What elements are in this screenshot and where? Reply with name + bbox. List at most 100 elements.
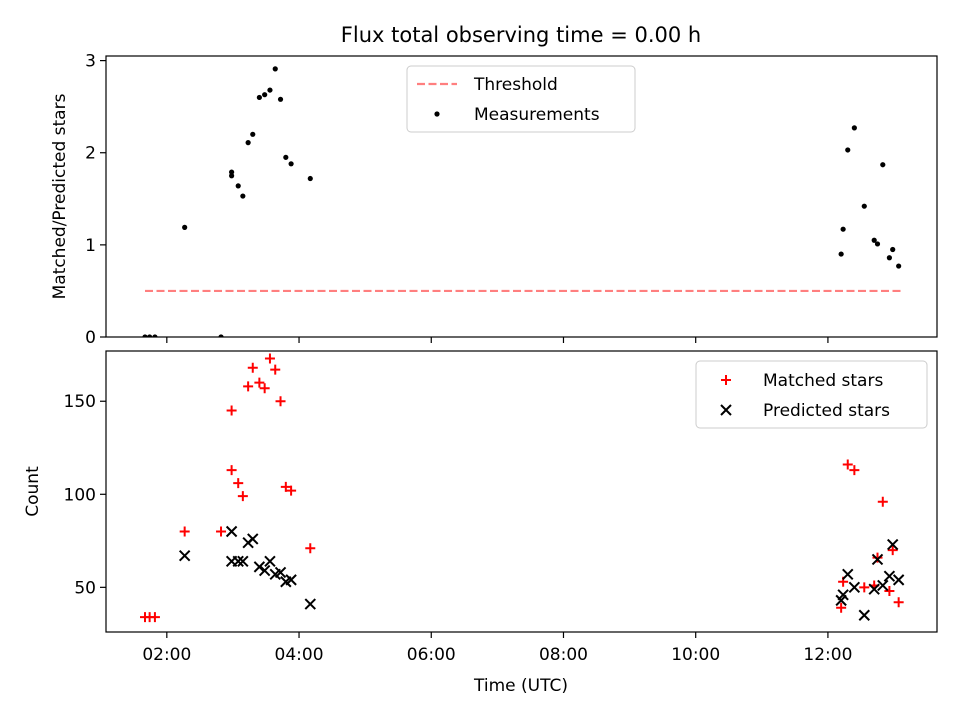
ratio-panel: 0 1 2 3 Matched/Predicted stars Threshold Meas…	[50, 52, 938, 348]
matched-point	[179, 526, 190, 537]
y-tick-label: 0	[85, 328, 96, 348]
measurement-point	[880, 162, 886, 168]
matched-point	[226, 465, 237, 476]
measurement-point	[272, 66, 278, 72]
matched-point	[243, 381, 254, 392]
matched-point	[247, 362, 258, 373]
predicted-point	[225, 525, 238, 538]
measurement-point	[890, 246, 896, 253]
predicted-point	[858, 609, 870, 621]
panel-frame	[105, 350, 938, 633]
measurement-point	[307, 175, 313, 182]
matched-point	[149, 612, 160, 623]
x-tick-label: 08:00	[539, 645, 588, 665]
predicted-point	[258, 564, 271, 577]
matched-point	[842, 459, 853, 470]
x-tick-label: 02:00	[142, 645, 191, 665]
matched-point	[893, 597, 904, 608]
predicted-point	[264, 555, 276, 567]
predicted-point	[285, 574, 297, 586]
series-measurements	[142, 66, 902, 337]
matched-point	[259, 383, 270, 394]
predicted-point	[274, 566, 287, 579]
matched-point	[887, 545, 898, 556]
legend-predicted-label: Predicted stars	[763, 401, 890, 421]
legend-threshold-label: Threshold	[473, 75, 558, 95]
matched-point	[884, 586, 895, 597]
matched-point	[233, 478, 244, 489]
count-panel: 50 100 150 02:00 04:00 06:00 08:00 10:00 12:00 Co…	[23, 350, 938, 665]
series-matched-stars	[140, 353, 904, 623]
predicted-point	[886, 538, 899, 551]
predicted-point	[304, 598, 316, 610]
legend-bottom: Matched stars Predicted stars	[695, 360, 928, 429]
predicted-point	[892, 574, 905, 586]
measurement-point	[838, 251, 844, 257]
legend-matched-swatch	[721, 375, 731, 385]
measurement-point	[218, 334, 224, 337]
y-tick-label: 1	[85, 236, 96, 256]
predicted-point	[871, 553, 884, 566]
plot-area	[142, 66, 902, 337]
measurement-point	[235, 183, 241, 189]
matched-point	[254, 377, 265, 388]
y-tick-label: 50	[74, 578, 96, 598]
matched-point	[237, 491, 248, 502]
legend-measurements-label: Measurements	[474, 105, 600, 125]
measurement-point	[874, 241, 881, 247]
legend-predicted-swatch	[720, 404, 732, 416]
matched-point	[872, 552, 883, 563]
predicted-point	[247, 533, 259, 545]
x-tick-label: 06:00	[407, 645, 456, 665]
measurement-point	[240, 193, 246, 199]
predicted-point	[877, 579, 889, 592]
predicted-point	[848, 581, 861, 594]
measurement-point	[152, 334, 158, 337]
predicted-point	[237, 555, 249, 567]
measurement-point	[851, 125, 857, 131]
matched-point	[849, 465, 860, 476]
y-tick-label: 2	[85, 144, 96, 164]
predicted-point	[232, 555, 244, 567]
predicted-point	[178, 549, 191, 562]
predicted-point	[842, 568, 854, 581]
measurement-point	[288, 161, 294, 167]
y-tick-label: 100	[64, 485, 96, 505]
legend-frame	[406, 65, 636, 133]
legend-measurements-swatch	[434, 111, 440, 117]
predicted-point	[868, 583, 880, 595]
matched-point	[226, 405, 237, 416]
y-axis-label: Matched/Predicted stars	[50, 93, 70, 299]
y-tick-label: 150	[64, 392, 96, 412]
matched-point	[270, 364, 281, 375]
matched-point	[275, 396, 286, 407]
matched-point	[286, 485, 297, 496]
measurement-point	[840, 226, 846, 232]
measurement-point	[250, 131, 256, 137]
predicted-point	[883, 570, 896, 582]
measurement-point	[845, 147, 851, 153]
panel-frame	[105, 55, 938, 338]
measurement-point	[262, 92, 268, 98]
measurement-point	[229, 169, 235, 175]
measurement-point	[861, 203, 867, 209]
matched-point	[305, 543, 316, 554]
measurement-point	[886, 255, 893, 261]
y-tick-label: 3	[85, 52, 96, 72]
predicted-point	[253, 561, 266, 573]
measurement-point	[277, 96, 284, 102]
measurement-point	[147, 334, 153, 337]
legend-top: Threshold Measurements	[406, 65, 636, 133]
matched-point	[216, 526, 227, 537]
matched-point	[859, 582, 870, 593]
measurement-point	[267, 87, 273, 93]
matched-point	[877, 496, 888, 507]
measurement-point	[256, 94, 262, 101]
x-tick-label: 12:00	[803, 645, 852, 665]
measurement-point	[142, 334, 148, 337]
measurement-point	[182, 224, 188, 230]
measurement-point	[896, 263, 902, 269]
plot-area	[140, 353, 905, 623]
measurement-point	[245, 140, 251, 146]
legend-frame	[695, 360, 928, 429]
